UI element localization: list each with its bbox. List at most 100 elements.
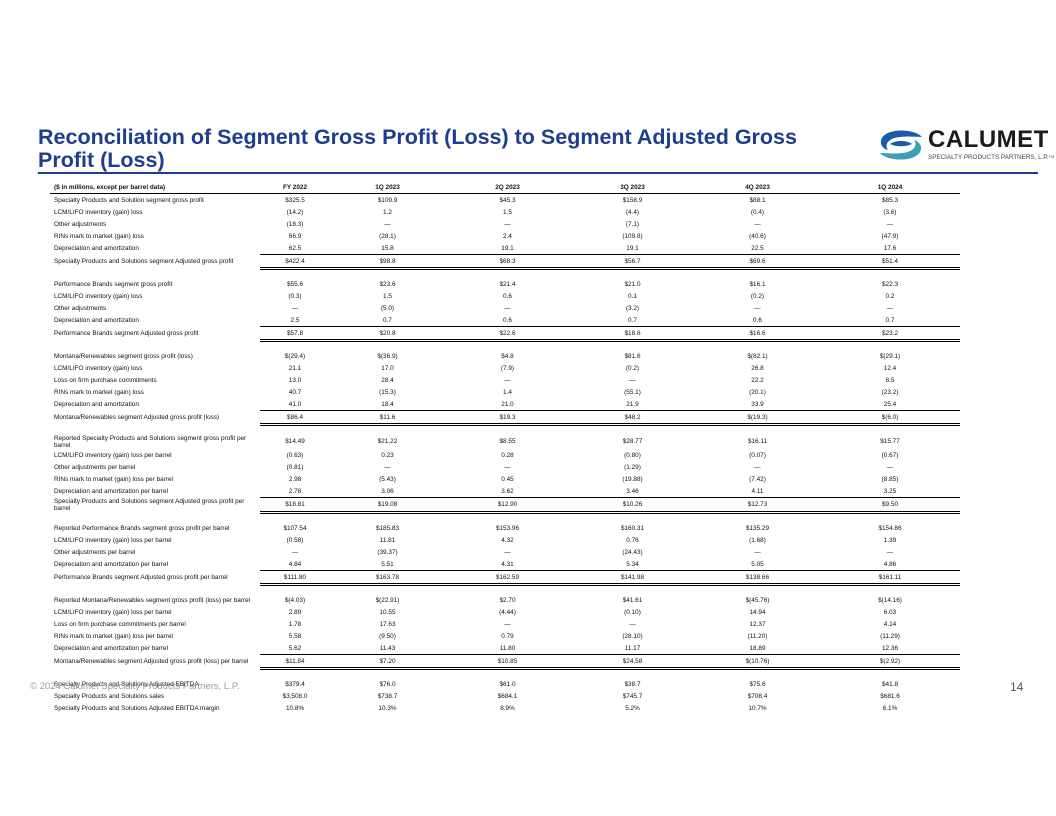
row-value: $57.8 [260,326,330,342]
row-label: Depreciation and amortization [54,400,139,408]
table-row: LCM/LIFO inventory (gain) loss per barre… [50,534,960,546]
row-value: $(4.03) [284,596,306,604]
row-label: Specialty Products and Solutions Adjuste… [54,704,220,712]
row-label: Depreciation and amortization per barrel [54,560,169,568]
row-value: 3.62 [501,487,514,495]
row-value: $(82.1) [747,352,768,360]
header-cell: ($ in millions, except per barrel data) [50,182,260,194]
row-label: RINs mark to market (gain) loss [54,388,144,396]
row-value: (0.10) [624,608,641,616]
row-label: LCM/LIFO inventory (gain) loss per barre… [54,536,172,544]
row-value: 12.37 [749,620,766,628]
table-row: Other adjustments (18.3) — — (7.1) — — [50,218,960,230]
row-value: 8.5 [885,376,895,384]
row-value: — [754,463,761,471]
row-value: 0.2 [885,292,895,300]
row-value: (7.9) [500,364,515,372]
row-value: $38.7 [624,680,641,688]
row-label: Other adjustments per barrel [54,463,136,471]
table-row: Performance Brands segment gross profit $… [50,278,960,290]
row-value: 0.76 [626,536,639,544]
row-value: $111.80 [260,570,330,586]
row-value: (11.29) [880,632,900,640]
reconciliation-table: ($ in millions, except per barrel data) … [50,182,960,714]
row-label: Specialty Products and Solutions Adjuste… [54,680,199,688]
spacer-cell [50,341,960,351]
row-value: $20.8 [330,326,445,342]
row-value: $325.5 [285,196,305,204]
row-value: 26.8 [751,364,764,372]
row-value: (40.6) [749,232,766,240]
row-value: $16.1 [749,280,766,288]
row-value: — [291,548,299,556]
row-value: 2.98 [288,475,302,483]
spacer-cell [50,425,960,435]
row-value: 0.6 [503,316,512,324]
row-value: (55.1) [624,388,641,396]
row-value: (11.20) [747,632,768,640]
row-value: $379.4 [285,680,305,688]
row-value: $161.11 [820,570,960,586]
table-row: Loss on firm purchase commitments 13.0 28.… [50,374,960,386]
row-value: 15.8 [381,244,394,252]
row-value: $(36.9) [377,352,398,360]
row-value: 66.9 [288,232,302,240]
row-value: $48.2 [570,410,695,426]
row-value: 22.2 [751,376,764,384]
row-value: (14.2) [286,208,304,216]
row-value: $(19.3) [695,410,820,426]
row-label: Other adjustments per barrel [54,548,136,556]
row-value: 0.1 [628,292,637,300]
row-value: 0.7 [628,316,637,324]
row-value: (0.2) [750,292,765,300]
row-value: — [504,463,511,471]
row-label: LCM/LIFO inventory (gain) loss [54,292,143,300]
calumet-swirl-icon [880,130,922,160]
row-label: Performance Brands segment Adjusted gros… [54,574,228,581]
row-value: (7.1) [625,220,640,228]
table-row: Depreciation and amortization per barrel… [50,642,960,655]
header-cell: 1Q 2024 [820,182,960,194]
section-spacer [50,269,960,279]
table-row: LCM/LIFO inventory (gain) loss (14.2) 1.2 1… [50,206,960,218]
row-value: 11.43 [379,644,396,652]
row-value: $88.1 [749,196,766,204]
row-value: $45.3 [499,196,516,204]
row-value: (4.44) [499,608,516,616]
row-value: $185.83 [375,524,400,532]
table-row: Specialty Products and Solutions Adjuste… [50,702,960,714]
section-spacer [50,513,960,523]
row-value: (24.43) [622,548,643,556]
table-row: Depreciation and amortization 41.0 18.4 21.… [50,398,960,411]
table-row: LCM/LIFO inventory (gain) loss per barre… [50,449,960,461]
row-value: $107.54 [283,524,307,532]
row-value: 1.5 [503,208,512,216]
row-value: 2.4 [503,232,512,240]
row-label: LCM/LIFO inventory (gain) loss [54,208,143,216]
row-value: 1.5 [383,292,392,300]
row-value: $2.70 [499,596,516,604]
row-value: 13.0 [288,376,302,384]
row-value: (15.3) [379,388,396,396]
row-value: $18.6 [570,326,695,342]
row-value: (109.8) [622,232,643,240]
row-value: $22.6 [445,326,570,342]
row-value: $21.0 [624,280,641,288]
row-label: Montana/Renewables segment gross profit … [54,352,193,360]
row-value: 10.8% [285,704,305,712]
table-row: LCM/LIFO inventory (gain) loss 21.1 17.0 (7… [50,362,960,374]
row-value: 5.62 [288,644,302,652]
row-value: $738.7 [377,692,398,700]
row-label: Performance Brands segment gross profit [54,280,173,288]
row-value: (9.50) [379,632,396,640]
section-spacer [50,669,960,679]
row-value: — [886,463,894,471]
row-value: $(14.16) [878,596,902,604]
section-spacer [50,585,960,595]
row-value: 1.4 [503,388,512,396]
row-label: RINs mark to market (gain) loss [54,232,144,240]
row-value: $41.61 [622,596,643,604]
page-title: Reconciliation of Segment Gross Profit (… [38,125,797,172]
row-value: $76.0 [379,680,396,688]
row-value: 18.89 [749,644,766,652]
